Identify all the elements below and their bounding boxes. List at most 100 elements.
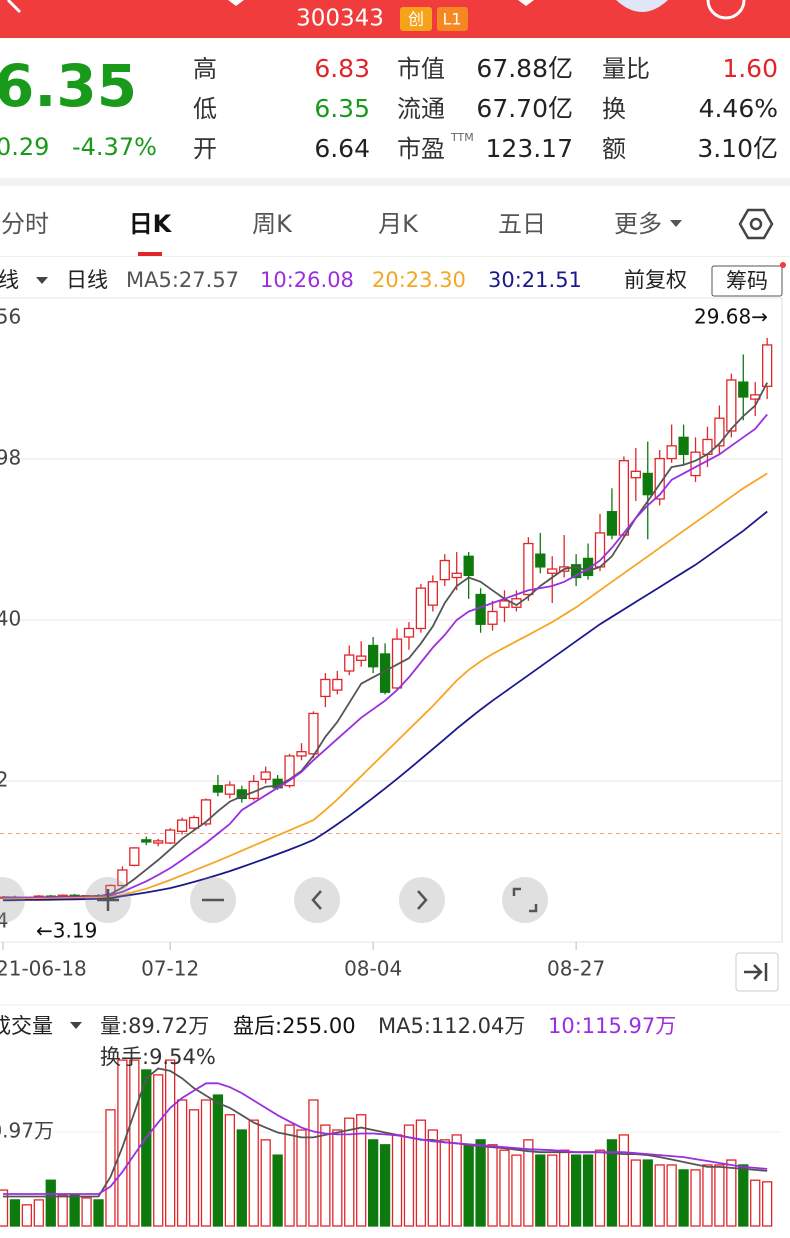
volume-bar — [367, 1139, 379, 1227]
x-tick-label: 08-04 — [344, 957, 402, 981]
candle-body — [606, 511, 618, 536]
volume-bar — [153, 1074, 164, 1227]
volume-bar — [451, 1134, 462, 1227]
volume-ma-line — [3, 1082, 768, 1195]
field-sup: TTM — [450, 131, 474, 144]
volume-bar — [117, 1059, 128, 1227]
volume-ma-line — [3, 1067, 768, 1198]
volume-bar — [236, 1129, 247, 1227]
tab[interactable]: 日K — [129, 210, 173, 238]
volume-bar — [547, 1154, 558, 1227]
tab[interactable]: 分时 — [1, 210, 49, 238]
candle-body — [212, 785, 224, 793]
field-value: 1.60 — [722, 54, 778, 83]
chip-dot — [780, 262, 786, 268]
volume-bar — [200, 1099, 212, 1227]
robot-icon[interactable] — [616, 0, 668, 12]
volume-bar — [535, 1154, 546, 1227]
volume-bar — [570, 1154, 582, 1227]
volume-bar — [57, 1194, 68, 1227]
candle-body — [308, 712, 319, 755]
volume-selector-arrow[interactable] — [70, 1022, 82, 1029]
top-bar — [0, 0, 790, 38]
candle-body — [332, 678, 343, 691]
volume-bar — [487, 1144, 498, 1227]
turnover-label: 换手:9.54% — [100, 1045, 216, 1069]
candle-body — [391, 638, 403, 689]
volume-bar — [248, 1119, 259, 1227]
adjust-mode[interactable]: 前复权 — [624, 268, 687, 292]
candle-body — [499, 600, 510, 608]
level-badge — [437, 7, 468, 31]
y-tick-label: 31.56 — [0, 305, 21, 329]
candle-body — [439, 559, 450, 581]
next-icon[interactable] — [518, 0, 534, 6]
volume-bar — [45, 1179, 56, 1227]
left-button[interactable] — [294, 877, 340, 923]
x-tick-label: 07-12 — [141, 957, 199, 981]
volume-bar — [630, 1159, 641, 1227]
volume-bar — [224, 1114, 236, 1227]
volume-bar — [654, 1164, 665, 1227]
tab[interactable]: 月K — [378, 210, 419, 238]
board-badge-text: 创 — [408, 10, 424, 29]
period-label: 日线 — [66, 268, 108, 292]
ma-label: MA5:27.57 — [126, 268, 239, 292]
back-icon[interactable] — [6, 0, 22, 14]
candle-body — [535, 553, 546, 568]
volume-bar — [332, 1129, 343, 1227]
fullscreen-icon — [512, 887, 538, 913]
min-label: ←3.19 — [36, 919, 97, 943]
tab[interactable]: 五日 — [498, 210, 546, 238]
candle-body — [618, 460, 630, 536]
ma-line — [2, 382, 768, 899]
volume-bar — [141, 1069, 152, 1227]
volume-bar — [9, 1199, 21, 1227]
field-label: 额 — [602, 135, 626, 163]
volume-bar — [93, 1199, 104, 1227]
settings-icon-center — [749, 217, 763, 231]
tab[interactable]: 更多 — [614, 210, 662, 238]
candle-body — [762, 344, 773, 388]
volume-bar — [690, 1169, 701, 1227]
volume-bar — [499, 1149, 510, 1227]
field-value: 67.70亿 — [476, 94, 573, 123]
period-selector[interactable]: 线 — [0, 268, 19, 292]
search-icon[interactable] — [706, 0, 746, 20]
settings-icon[interactable] — [738, 208, 774, 240]
active-tab-underline — [138, 252, 162, 256]
field-label: 换 — [602, 95, 626, 123]
volume-bar — [129, 1059, 140, 1227]
left-icon — [311, 890, 322, 910]
fullscreen-button[interactable] — [502, 877, 548, 923]
volume-bar — [344, 1117, 355, 1227]
volume-ma10-label: 10:115.97万 — [548, 1014, 676, 1038]
candle-body — [678, 436, 689, 455]
field-value: 3.10亿 — [697, 134, 778, 163]
field-value: 4.46% — [699, 94, 778, 123]
ma-label: 10:26.08 — [260, 268, 354, 292]
right-button[interactable] — [399, 877, 445, 923]
tabs-border — [0, 256, 790, 257]
chip-button[interactable] — [711, 265, 783, 297]
x-tick-label: 21-06-18 — [0, 957, 87, 981]
tab[interactable]: 周K — [252, 210, 293, 238]
zoom-controls — [0, 877, 548, 923]
price-change-pct: -4.37% — [72, 133, 157, 161]
candle-body — [284, 755, 295, 787]
candle-body — [642, 472, 653, 496]
prev-icon[interactable] — [228, 0, 244, 6]
more-arrow[interactable] — [670, 220, 682, 227]
volume-title[interactable]: 成交量 — [0, 1014, 53, 1038]
field-value: 6.64 — [314, 134, 370, 163]
candle-body — [356, 655, 367, 662]
field-value: 6.35 — [314, 94, 370, 123]
volume-tick-label: 190.97万 — [0, 1119, 54, 1143]
volume-bar — [762, 1181, 773, 1227]
selector-arrow[interactable] — [36, 277, 48, 284]
volume-bar — [69, 1194, 80, 1227]
volume-bar — [260, 1139, 271, 1227]
zoom-button[interactable] — [0, 877, 25, 923]
volume-bar — [559, 1149, 570, 1227]
